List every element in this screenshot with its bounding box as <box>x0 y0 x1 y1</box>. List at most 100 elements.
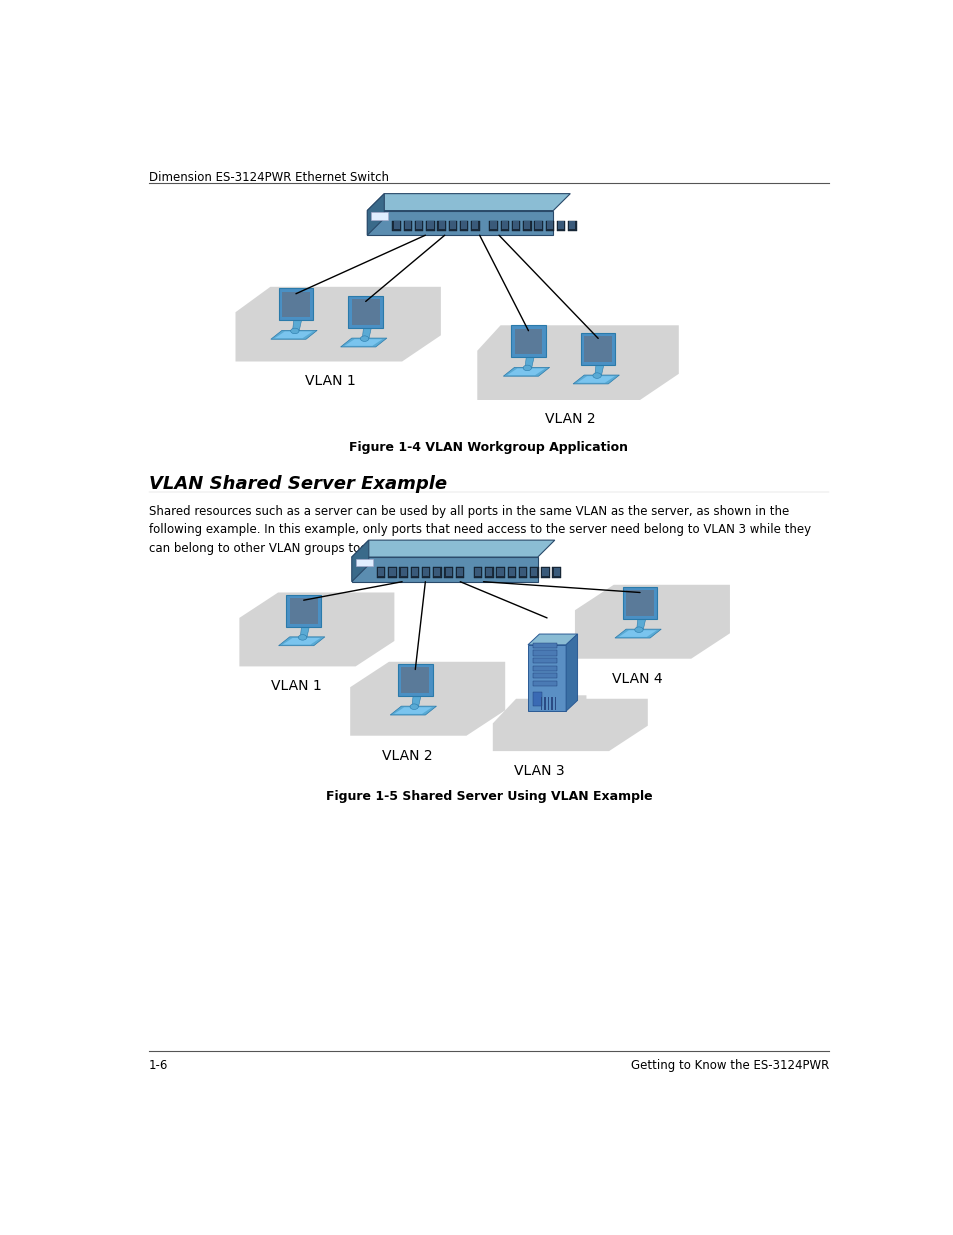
FancyBboxPatch shape <box>389 568 395 576</box>
Polygon shape <box>499 359 560 379</box>
Polygon shape <box>390 706 436 715</box>
FancyBboxPatch shape <box>448 221 456 231</box>
Text: VLAN 1: VLAN 1 <box>271 679 321 694</box>
Polygon shape <box>573 375 618 384</box>
FancyBboxPatch shape <box>501 221 507 228</box>
FancyBboxPatch shape <box>426 221 435 231</box>
FancyBboxPatch shape <box>438 221 444 228</box>
FancyBboxPatch shape <box>290 598 317 624</box>
FancyBboxPatch shape <box>530 567 537 578</box>
FancyBboxPatch shape <box>547 698 549 710</box>
Polygon shape <box>527 634 577 645</box>
FancyBboxPatch shape <box>355 558 373 567</box>
FancyBboxPatch shape <box>542 568 548 576</box>
Polygon shape <box>344 340 382 346</box>
Polygon shape <box>595 366 603 375</box>
Text: Figure 1-5 Shared Server Using VLAN Example: Figure 1-5 Shared Server Using VLAN Exam… <box>325 789 652 803</box>
FancyBboxPatch shape <box>500 221 509 231</box>
Polygon shape <box>493 699 647 751</box>
Ellipse shape <box>592 373 600 378</box>
FancyBboxPatch shape <box>399 567 408 578</box>
FancyBboxPatch shape <box>388 567 396 578</box>
FancyBboxPatch shape <box>522 221 531 231</box>
FancyBboxPatch shape <box>371 212 388 220</box>
Text: Dimension ES-3124PWR Ethernet Switch: Dimension ES-3124PWR Ethernet Switch <box>149 172 388 184</box>
FancyBboxPatch shape <box>545 221 554 231</box>
FancyBboxPatch shape <box>348 296 382 329</box>
FancyBboxPatch shape <box>533 692 541 706</box>
FancyBboxPatch shape <box>394 221 399 228</box>
FancyBboxPatch shape <box>397 664 432 697</box>
Text: VLAN 2: VLAN 2 <box>544 412 595 426</box>
FancyBboxPatch shape <box>427 221 433 228</box>
FancyBboxPatch shape <box>434 568 440 576</box>
FancyBboxPatch shape <box>583 336 612 362</box>
Ellipse shape <box>410 704 418 709</box>
Polygon shape <box>618 630 656 637</box>
FancyBboxPatch shape <box>475 568 480 576</box>
Ellipse shape <box>634 627 642 632</box>
FancyBboxPatch shape <box>551 698 552 710</box>
FancyBboxPatch shape <box>496 567 504 578</box>
FancyBboxPatch shape <box>533 673 557 678</box>
FancyBboxPatch shape <box>286 595 320 627</box>
Text: VLAN 1: VLAN 1 <box>304 374 355 388</box>
Text: VLAN 3: VLAN 3 <box>514 764 564 778</box>
FancyBboxPatch shape <box>422 568 429 576</box>
FancyBboxPatch shape <box>513 221 518 228</box>
FancyBboxPatch shape <box>557 221 565 231</box>
Polygon shape <box>394 708 432 714</box>
FancyBboxPatch shape <box>533 658 557 663</box>
Polygon shape <box>267 322 328 342</box>
FancyBboxPatch shape <box>415 221 423 231</box>
Polygon shape <box>340 338 387 347</box>
Polygon shape <box>577 377 615 383</box>
FancyBboxPatch shape <box>489 221 497 231</box>
FancyBboxPatch shape <box>456 568 462 576</box>
Polygon shape <box>278 637 325 646</box>
FancyBboxPatch shape <box>421 567 430 578</box>
FancyBboxPatch shape <box>567 221 576 231</box>
Ellipse shape <box>360 336 369 341</box>
Polygon shape <box>569 367 630 388</box>
FancyBboxPatch shape <box>535 221 541 228</box>
Polygon shape <box>527 695 586 720</box>
Polygon shape <box>282 638 320 645</box>
FancyBboxPatch shape <box>534 221 542 231</box>
Polygon shape <box>524 357 534 367</box>
Polygon shape <box>271 331 316 340</box>
Polygon shape <box>610 621 672 641</box>
FancyBboxPatch shape <box>486 568 492 576</box>
FancyBboxPatch shape <box>392 221 400 231</box>
FancyBboxPatch shape <box>376 567 385 578</box>
FancyBboxPatch shape <box>412 568 417 576</box>
FancyBboxPatch shape <box>554 698 556 710</box>
FancyBboxPatch shape <box>436 221 445 231</box>
FancyBboxPatch shape <box>460 221 467 228</box>
FancyBboxPatch shape <box>543 698 545 710</box>
FancyBboxPatch shape <box>497 568 503 576</box>
Text: VLAN 2: VLAN 2 <box>382 748 433 763</box>
FancyBboxPatch shape <box>444 567 453 578</box>
FancyBboxPatch shape <box>508 568 515 576</box>
Polygon shape <box>636 619 645 629</box>
Polygon shape <box>367 211 553 235</box>
Polygon shape <box>352 540 555 557</box>
FancyBboxPatch shape <box>533 651 557 656</box>
Polygon shape <box>235 287 440 362</box>
Polygon shape <box>274 629 335 650</box>
Polygon shape <box>352 540 369 582</box>
FancyBboxPatch shape <box>569 221 575 228</box>
FancyBboxPatch shape <box>377 568 384 576</box>
FancyBboxPatch shape <box>401 667 429 693</box>
FancyBboxPatch shape <box>472 221 478 228</box>
FancyBboxPatch shape <box>546 221 553 228</box>
Polygon shape <box>476 325 679 400</box>
FancyBboxPatch shape <box>622 587 657 619</box>
Polygon shape <box>367 194 570 211</box>
Polygon shape <box>503 367 549 377</box>
FancyBboxPatch shape <box>514 329 542 354</box>
FancyBboxPatch shape <box>490 221 497 228</box>
FancyBboxPatch shape <box>400 568 406 576</box>
FancyBboxPatch shape <box>410 567 418 578</box>
